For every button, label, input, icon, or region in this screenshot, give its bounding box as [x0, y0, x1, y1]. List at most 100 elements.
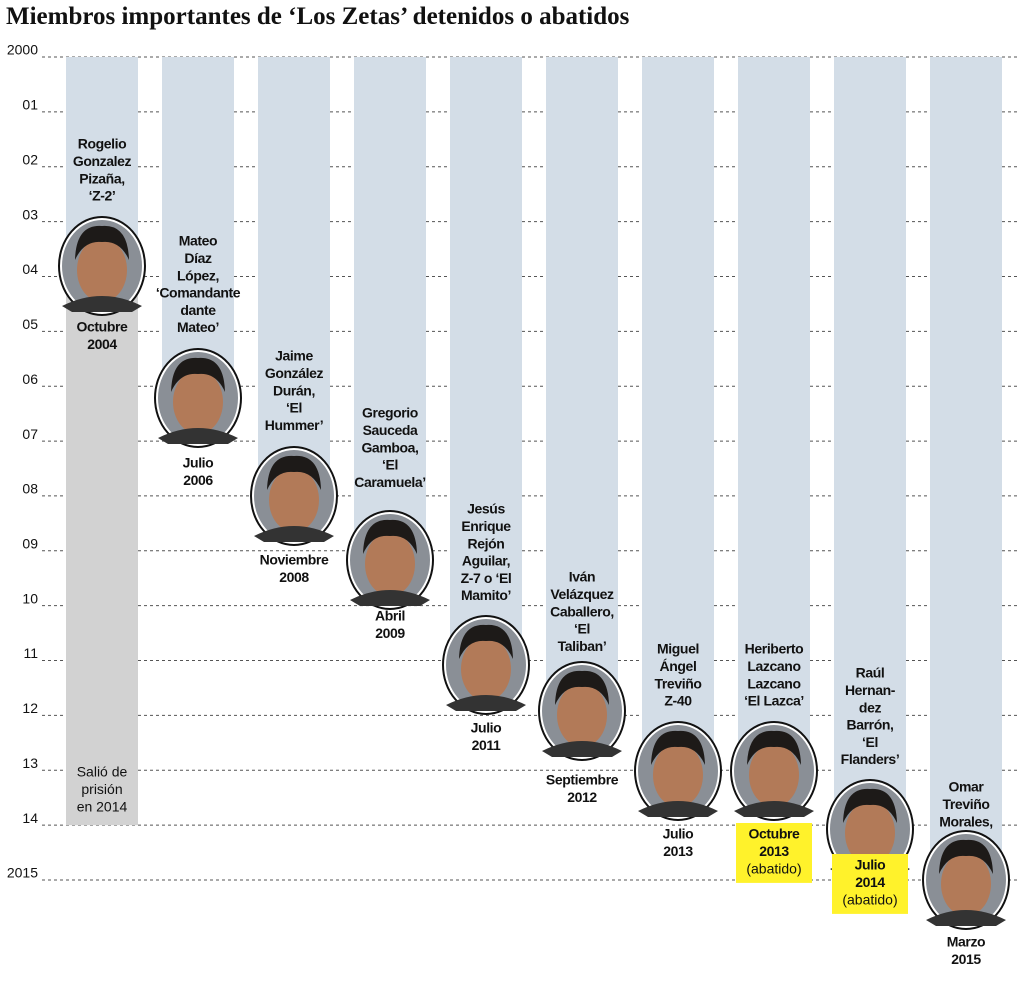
- member-name: Sauceda: [363, 422, 418, 438]
- face: [845, 801, 895, 865]
- member-date: Julio: [183, 455, 214, 471]
- member-name: Mateo: [179, 233, 217, 249]
- highlight: [736, 823, 812, 883]
- member-name: González: [265, 365, 324, 381]
- member-name: Iván: [569, 569, 595, 585]
- member-name: Rogelio: [78, 136, 127, 152]
- shoulders: [158, 428, 238, 444]
- year-label: 05: [22, 316, 38, 332]
- year-label: 07: [22, 426, 38, 442]
- note: prisión: [81, 781, 122, 797]
- shoulders: [734, 801, 814, 817]
- member-name: Jaime: [275, 348, 313, 364]
- member-name: Hummer’: [265, 417, 323, 433]
- timeline-bar: [546, 57, 618, 711]
- member-name: Omar: [949, 779, 985, 795]
- member-name: Gregorio: [362, 405, 418, 421]
- member-name: Flanders’: [841, 751, 900, 767]
- member-name: Enrique: [461, 518, 511, 534]
- note: Salió de: [77, 764, 128, 780]
- member-name: Gamboa,: [361, 439, 418, 455]
- shoulders: [638, 801, 718, 817]
- member-name: López,: [177, 267, 219, 283]
- face: [365, 532, 415, 596]
- shoulders: [446, 695, 526, 711]
- member-name: Morales,: [939, 813, 993, 829]
- member-name: ‘Comandante: [156, 285, 241, 301]
- year-label: 01: [22, 97, 38, 113]
- shoulders: [254, 526, 334, 542]
- shoulders: [62, 296, 142, 312]
- member-name: Barrón,: [847, 717, 894, 733]
- member-date: 2015: [951, 951, 981, 967]
- year-label: 13: [22, 755, 38, 771]
- timeline-bar: [450, 57, 522, 665]
- shoulders: [926, 910, 1006, 926]
- member-date: Septiembre: [546, 772, 619, 788]
- member-name: ‘El Lazca’: [744, 693, 804, 709]
- face: [77, 238, 127, 302]
- member-date: 2006: [183, 472, 213, 488]
- member-date: Noviembre: [260, 552, 329, 568]
- member-date: 2009: [375, 625, 405, 641]
- note: en 2014: [77, 798, 128, 814]
- face: [461, 637, 511, 701]
- year-label: 06: [22, 371, 38, 387]
- member-name: Z-40: [664, 693, 692, 709]
- member-name: Jesús: [467, 501, 505, 517]
- member-name: Caramuela’: [354, 474, 425, 490]
- member-name: Rejón: [468, 535, 505, 551]
- timeline-bar: [642, 57, 714, 771]
- year-label: 2000: [7, 42, 38, 58]
- hair: [171, 357, 225, 392]
- year-label: 04: [22, 261, 38, 277]
- member-name: ‘El: [382, 457, 398, 473]
- member-name: Mateo’: [177, 319, 219, 335]
- face: [749, 743, 799, 807]
- member-name: Durán,: [273, 382, 315, 398]
- member-name: Pizaña,: [79, 170, 124, 186]
- member-name: Treviño: [655, 675, 702, 691]
- member-date: Abril: [375, 608, 405, 624]
- timeline-bar: [738, 57, 810, 771]
- member-date: 2004: [87, 336, 117, 352]
- member-date: 2011: [472, 737, 501, 753]
- timeline-bar: [162, 57, 234, 398]
- face: [653, 743, 703, 807]
- hair: [651, 730, 705, 765]
- member-name: Hernan-: [845, 682, 896, 698]
- timeline-bar: [354, 57, 426, 560]
- member-name: Velázquez: [550, 586, 614, 602]
- hair: [939, 839, 993, 874]
- member-name: dante: [180, 302, 216, 318]
- hair: [267, 455, 321, 490]
- year-label: 14: [22, 810, 38, 826]
- member-name: Lazcano: [747, 658, 800, 674]
- year-label: 2015: [7, 865, 38, 881]
- member-date: Octubre: [749, 826, 800, 842]
- member-name: Díaz: [184, 250, 212, 266]
- hair: [459, 624, 513, 659]
- hair: [363, 519, 417, 554]
- member-date: Julio: [663, 826, 694, 842]
- member-name: Miguel: [657, 641, 699, 657]
- member-name: Raúl: [856, 665, 885, 681]
- year-label: 11: [23, 645, 38, 661]
- face: [173, 370, 223, 434]
- member-name: Gonzalez: [73, 153, 132, 169]
- member-date: (abatido): [842, 891, 897, 907]
- member-date: 2013: [663, 843, 693, 859]
- hair: [747, 730, 801, 765]
- member-name: Treviño: [943, 796, 990, 812]
- hair: [843, 788, 897, 823]
- shoulders: [542, 741, 622, 757]
- member-date: 2013: [759, 843, 789, 859]
- member-name: Aguilar,: [462, 553, 510, 569]
- member-name: ‘El: [862, 734, 878, 750]
- member-name: Heriberto: [745, 641, 804, 657]
- member-date: 2008: [279, 569, 309, 585]
- year-label: 10: [22, 590, 38, 606]
- member-name: Mamito’: [461, 587, 511, 603]
- shoulders: [350, 590, 430, 606]
